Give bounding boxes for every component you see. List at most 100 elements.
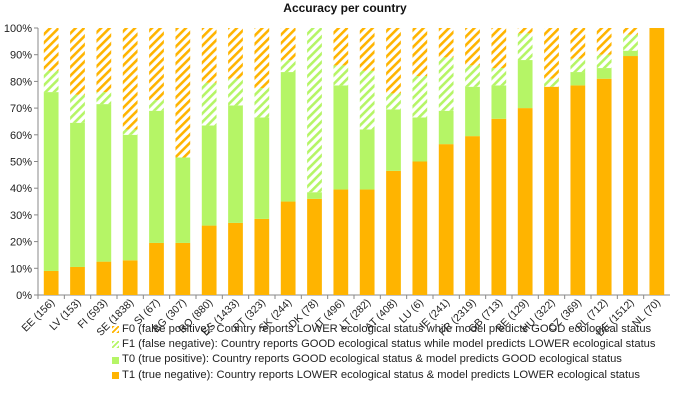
bar-segment-t1 [544,86,559,296]
axes: 0% 10% 20% 30% 40% 50% 60% 70% 80% 90% 100% [4,23,670,302]
bar-segment-t0 [623,50,638,57]
bar-segment-f0 [333,28,349,66]
bar-segment-t0 [228,105,243,223]
bar-segment-f1 [544,78,559,87]
bar-segment-t1 [517,108,533,295]
bar-segment-f1 [596,54,612,69]
y-tick-label: 20% [10,237,32,249]
bar-segment-t1 [254,218,270,295]
bar-segment-f1 [438,57,454,111]
bar-segment-t1 [70,266,85,295]
bar-segment-t1 [359,189,375,295]
bar-segment-t0 [386,109,401,171]
bar-segment-t0 [491,85,507,119]
bar-segment-f0 [201,28,217,83]
bar-segment-t0 [517,60,533,109]
bars [43,28,665,296]
y-tick-label: 80% [10,76,32,88]
legend-swatch [112,326,119,334]
bar-segment-f1 [386,93,401,110]
bar-segment-f1 [122,129,138,135]
bar-segment-t0 [596,68,612,79]
bar-segment-t1 [96,261,112,295]
y-tick-label: 40% [10,183,32,195]
bar-segment-t1 [280,201,296,295]
bar-segment-f0 [122,28,138,130]
bar-segment-f0 [544,28,559,79]
y-tick-label: 50% [10,157,32,169]
bar-segment-f0 [465,28,480,66]
bar-segment-f1 [307,28,322,193]
y-tick-label: 30% [10,210,32,222]
bar-segment-t1 [623,56,638,295]
legend-item-f0: F0 (false positive): Country reports LOW… [112,322,656,337]
y-tick-label: 10% [10,263,32,275]
bar-segment-f1 [465,65,480,87]
y-tick-label: 90% [10,50,32,62]
bar-segment-f0 [175,28,191,158]
bar-segment-t1 [386,170,401,295]
bar-segment-t0 [359,129,375,190]
bar-segment-t0 [175,157,191,243]
bar-segment-t0 [122,134,138,261]
bar-segment-f1 [280,60,296,73]
bar-segment-t1 [649,28,665,295]
bar-segment-f0 [570,28,586,59]
bar-segment-t0 [280,72,296,202]
bar-segment-t1 [596,78,612,295]
bar-segment-t0 [43,92,59,271]
legend-label: T1 (true negative): Country reports LOWE… [122,368,640,381]
bar-segment-t0 [96,104,112,262]
bar-segment-t1 [122,260,138,295]
bar-segment-f1 [570,58,586,73]
bar-segment-t0 [412,117,428,162]
bar-segment-t1 [438,144,454,295]
bar-segment-f1 [359,70,375,130]
bar-segment-t1 [412,161,428,295]
y-tick-label: 60% [10,130,32,142]
bar-segment-t1 [175,242,191,295]
bar-segment-t1 [228,222,243,295]
bar-segment-f0 [254,28,270,89]
bar-segment-t1 [149,242,164,295]
bar-segment-f0 [491,28,507,69]
bar-segment-t0 [570,72,586,86]
legend-swatch [112,371,119,379]
bar-segment-f1 [149,100,164,111]
bar-segment-f1 [228,78,243,106]
legend-swatch [112,356,119,364]
bar-segment-t1 [570,85,586,295]
bar-segment-f0 [149,28,164,101]
bar-segment-f0 [438,28,454,58]
bar-segment-t0 [438,110,454,145]
y-tick-label: 100% [4,23,32,35]
bar-segment-f1 [491,68,507,86]
bar-segment-f0 [96,28,112,93]
bar-segment-f0 [412,28,428,77]
bar-segment-t1 [465,136,480,295]
bar-segment-f0 [596,28,612,55]
bar-segment-f1 [623,34,638,51]
bar-segment-t1 [43,270,59,295]
legend: F0 (false positive): Country reports LOW… [112,322,656,383]
chart-title: Accuracy per country [283,1,407,15]
bar-segment-f0 [517,28,533,34]
bar-segment-t0 [70,122,85,267]
bar-segment-f0 [43,28,59,71]
bar-segment-t1 [333,189,349,295]
bar-segment-f0 [623,28,638,35]
y-tick-label: 70% [10,103,32,115]
bar-segment-t1 [491,118,507,295]
bar-segment-t0 [201,125,217,226]
bar-segment-t1 [201,225,217,295]
bar-segment-f0 [70,28,85,95]
bar-segment-t0 [254,117,270,219]
legend-item-t0: T0 (true positive): Country reports GOOD… [112,352,656,367]
legend-item-f1: F1 (false negative): Country reports GOO… [112,337,656,352]
bar-segment-f1 [43,70,59,93]
legend-swatch [112,341,119,349]
bar-segment-f1 [96,92,112,105]
bar-segment-t0 [465,86,480,137]
